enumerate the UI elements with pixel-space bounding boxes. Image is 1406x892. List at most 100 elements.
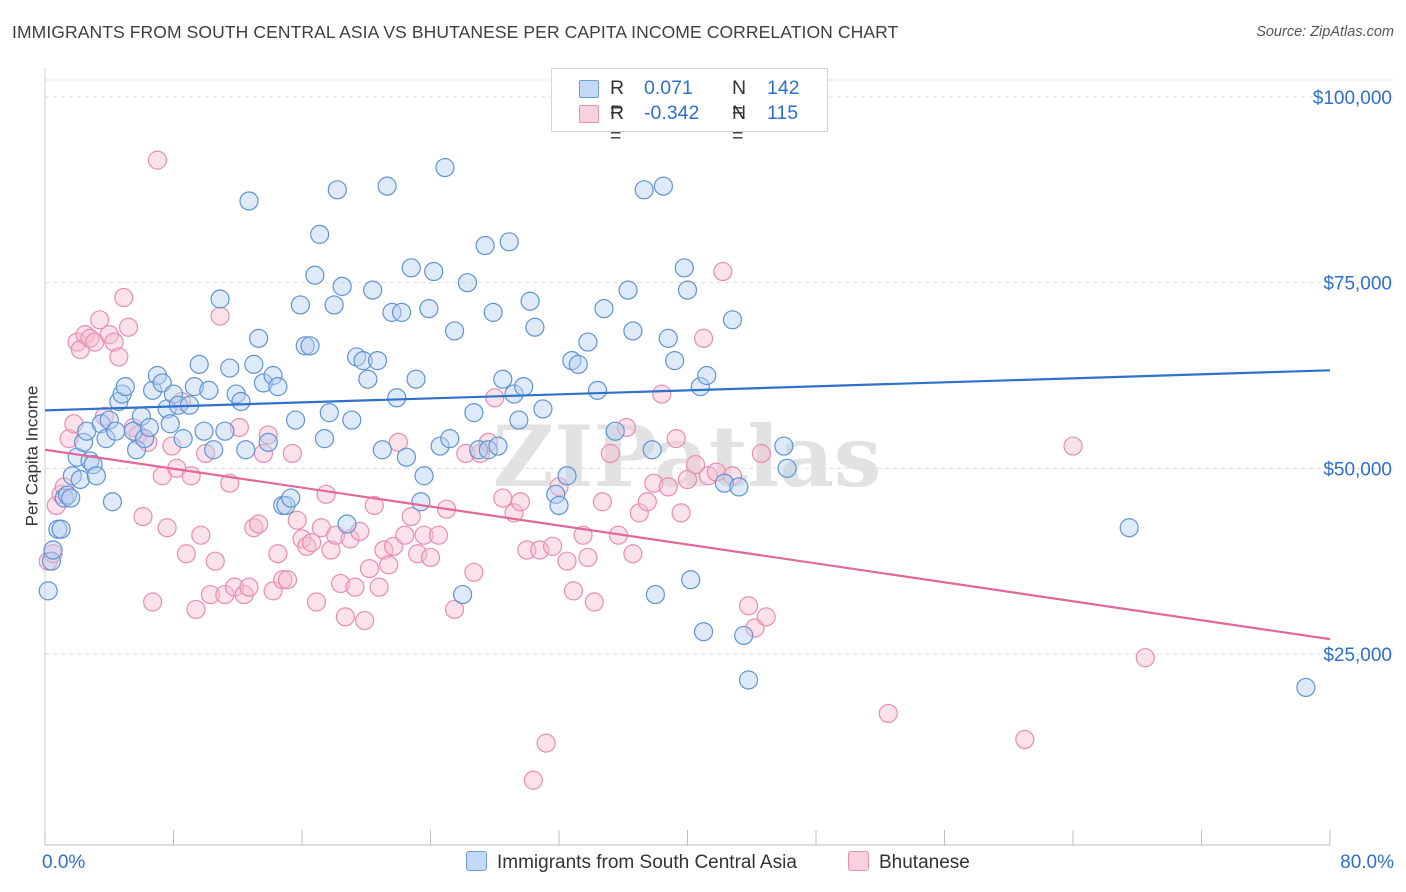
south-central-asia-point — [722, 310, 743, 330]
bhutanese-point — [401, 507, 421, 527]
south-central-asia-point — [406, 369, 426, 389]
south-central-asia-point — [83, 455, 103, 475]
south-central-asia-point — [51, 519, 71, 539]
series-bhutanese — [38, 150, 1155, 790]
bhutanese-point — [878, 703, 898, 724]
south-central-asia-point — [435, 157, 455, 178]
south-central-asia-point — [634, 180, 654, 200]
south-central-asia-point — [236, 440, 256, 460]
south-central-asia-point — [324, 295, 344, 315]
bhutanese-point — [90, 310, 110, 330]
bhutanese-point — [330, 573, 351, 594]
south-central-asia-point — [57, 485, 78, 505]
south-central-asia-point — [424, 261, 444, 282]
bhutanese-point — [374, 540, 394, 560]
south-central-asia-point — [263, 365, 283, 386]
bhutanese-point — [414, 525, 434, 545]
south-central-asia-point — [520, 291, 540, 311]
south-central-asia-point — [645, 584, 665, 605]
south-central-asia-point — [387, 388, 407, 408]
south-central-asia-point — [697, 365, 717, 386]
bhutanese-point — [191, 525, 211, 545]
south-central-asia-point — [401, 258, 421, 278]
bhutanese-point — [282, 443, 302, 464]
bhutanese-point — [335, 607, 355, 627]
south-central-asia-point — [210, 289, 230, 309]
south-central-asia-point — [310, 224, 330, 244]
series-south-central-asia — [38, 157, 1316, 698]
south-central-asia-point — [363, 280, 383, 300]
bhutanese-point — [268, 544, 288, 564]
bhutanese-point — [249, 514, 269, 534]
south-central-asia-point — [102, 492, 123, 512]
bhutanese-point — [273, 570, 293, 590]
south-central-asia-point — [184, 377, 204, 397]
south-central-asia-point — [605, 421, 625, 441]
bhutanese-point — [359, 558, 380, 579]
south-central-asia-point — [143, 380, 163, 400]
legend-swatch-pink — [579, 105, 599, 123]
bhutanese-point — [629, 503, 649, 523]
bhutanese-point — [693, 328, 714, 348]
south-central-asia-point — [86, 466, 107, 486]
legend-r-value: 0.071 — [644, 77, 693, 99]
legend-n-value: 115 — [767, 102, 799, 124]
south-central-asia-point — [342, 410, 362, 430]
bhutanese-point — [287, 510, 307, 530]
correlation-legend: R = 0.071 N = 142 R = -0.342 N = 115 — [551, 68, 828, 147]
bhutanese-point — [713, 261, 733, 282]
bottom-legend-label-pink: Bhutanese — [879, 852, 970, 873]
south-central-asia-point — [353, 351, 373, 371]
bhutanese-point — [456, 443, 476, 464]
bhutanese-point — [523, 770, 543, 790]
south-central-asia-point — [126, 440, 147, 460]
bhutanese-point — [1015, 729, 1035, 750]
south-central-asia-point — [440, 429, 460, 449]
legend-n-value: 142 — [767, 77, 800, 99]
bhutanese-point — [109, 347, 129, 367]
bhutanese-point — [345, 577, 365, 597]
bhutanese-point — [756, 607, 776, 627]
bhutanese-point — [200, 584, 221, 605]
south-central-asia-point — [549, 495, 569, 516]
south-central-asia-point — [372, 440, 392, 460]
bhutanese-point — [316, 484, 336, 504]
south-central-asia-point — [231, 391, 251, 412]
bhutanese-point — [738, 596, 759, 616]
bhutanese-point — [258, 425, 278, 445]
south-central-asia-point — [332, 276, 352, 296]
south-central-asia-point — [160, 414, 180, 434]
south-central-asia-point — [457, 273, 478, 293]
bhutanese-point — [321, 540, 341, 560]
bhutanese-point — [623, 544, 643, 564]
bhutanese-point — [210, 306, 230, 326]
south-central-asia-point — [1296, 677, 1316, 698]
south-central-asia-point — [514, 377, 534, 397]
legend-swatch-blue — [579, 80, 599, 98]
bhutanese-point — [118, 317, 139, 337]
bhutanese-point — [364, 495, 384, 516]
south-central-asia-point — [658, 328, 678, 348]
bhutanese-point — [637, 492, 657, 512]
bhutanese-point — [563, 581, 584, 601]
bottom-legend-label-blue: Immigrants from South Central Asia — [497, 852, 797, 873]
bhutanese-point — [658, 477, 678, 497]
south-central-asia-point — [729, 477, 749, 497]
south-central-asia-point — [469, 440, 489, 460]
bhutanese-point — [205, 551, 225, 571]
legend-r-value: -0.342 — [644, 102, 700, 124]
bhutanese-point — [369, 577, 389, 597]
bhutanese-point — [485, 388, 505, 408]
x-tick-label-max: 80.0% — [1340, 852, 1394, 873]
bhutanese-point — [133, 507, 153, 527]
south-central-asia-point — [358, 369, 378, 389]
legend-r-label: R = — [610, 77, 625, 122]
south-central-asia-point — [163, 384, 184, 404]
south-central-asia-point — [677, 280, 698, 300]
bhutanese-point — [644, 473, 664, 493]
south-central-asia-point — [411, 492, 431, 512]
south-central-asia-point — [499, 232, 519, 252]
south-central-asia-point — [244, 354, 264, 374]
bhutanese-point — [600, 443, 621, 464]
bhutanese-point — [147, 150, 168, 170]
